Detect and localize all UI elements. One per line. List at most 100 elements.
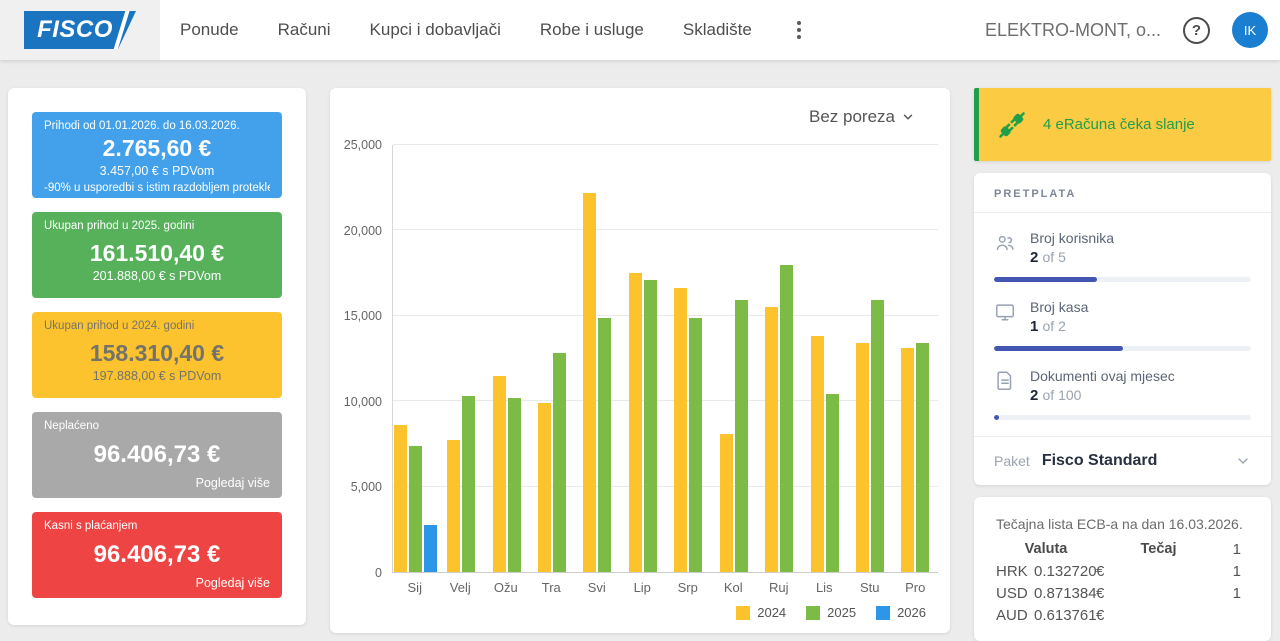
x-axis-label: Lis — [815, 580, 833, 595]
view-more-link[interactable]: Pogledaj više — [195, 576, 270, 590]
bar-2024-Ožu[interactable] — [492, 375, 506, 572]
tax-filter-dropdown[interactable]: Bez poreza — [809, 107, 915, 127]
logo-text: FISCO — [37, 16, 113, 43]
alert-text: 4 eRačuna čeka slanje — [1043, 116, 1195, 133]
y-axis-tick-label: 5,000 — [350, 480, 382, 495]
package-label: Paket — [994, 453, 1030, 469]
fx-unit: € — [1096, 607, 1105, 624]
bar-2025-Sij[interactable] — [409, 445, 423, 572]
bar-group-Kol — [711, 145, 756, 572]
column-header-currency: Valuta — [1024, 541, 1068, 557]
fx-rate: 0.871384 — [1034, 585, 1097, 602]
kpi-title: Prihodi od 01.01.2026. do 16.03.2026. — [44, 120, 240, 132]
chart-plot-wrap: Sij Velj Ožu Tra Svi Lip Srp Kol Ruj Lis Stu Pro 20… — [392, 144, 950, 620]
avatar[interactable]: IK — [1232, 12, 1268, 48]
kpi-subtitle: 3.457,00 € s PDVom — [99, 164, 215, 178]
logo-shape: FISCO — [24, 11, 136, 49]
kpi-title: Ukupan prihod u 2025. godini — [44, 220, 195, 232]
kpi-title: Ukupan prihod u 2024. godini — [44, 320, 195, 332]
x-axis-label: Lip — [633, 580, 651, 595]
bar-2024-Srp[interactable] — [674, 288, 688, 572]
legend-item-2025[interactable]: 2025 — [806, 605, 856, 620]
gridline — [393, 400, 938, 402]
bar-2025-Stu[interactable] — [870, 300, 884, 572]
bar-2025-Ruj[interactable] — [780, 264, 794, 572]
nav-item-racuni[interactable]: Računi — [277, 20, 331, 39]
package-selector[interactable]: Paket Fisco Standard — [974, 436, 1271, 485]
bar-2024-Velj[interactable] — [447, 440, 461, 572]
bar-2025-Tra[interactable] — [552, 353, 566, 572]
bar-2024-Lip[interactable] — [628, 273, 642, 572]
chart-x-axis: Sij Velj Ožu Tra Svi Lip Srp Kol Ruj Lis Stu Pro — [392, 580, 938, 595]
main-nav: Ponude Računi Kupci i dobavljači Robe i … — [180, 17, 807, 43]
x-axis-label: Kol — [723, 580, 743, 595]
fx-unit: € — [1096, 585, 1105, 602]
bar-2025-Velj[interactable] — [462, 396, 476, 572]
bar-group-Srp — [666, 145, 711, 572]
bar-2024-Pro[interactable] — [901, 348, 915, 572]
y-axis-tick-label: 25,000 — [343, 138, 382, 152]
x-axis-label: Tra — [541, 580, 561, 595]
bar-2025-Kol[interactable] — [734, 300, 748, 572]
progress-track — [994, 415, 1251, 420]
einvoice-alert-banner[interactable]: 4 eRačuna čeka slanje — [974, 88, 1271, 161]
x-axis-label: Ožu — [493, 580, 518, 595]
app-logo[interactable]: FISCO — [0, 0, 160, 60]
bar-2025-Svi[interactable] — [598, 317, 612, 572]
legend-item-2026[interactable]: 2026 — [876, 605, 926, 620]
subscription-limit: of 100 — [1042, 387, 1082, 403]
bar-2025-Pro[interactable] — [916, 343, 930, 572]
exchange-rate-card: Tečajna lista ECB-a na dan 16.03.2026. V… — [974, 497, 1271, 641]
bar-2024-Sij[interactable] — [394, 425, 408, 572]
bar-2024-Tra[interactable] — [537, 402, 551, 572]
bar-2025-Ožu[interactable] — [507, 397, 521, 572]
bar-group-Ruj — [756, 145, 801, 572]
nav-item-ponude[interactable]: Ponude — [180, 20, 239, 39]
bar-group-Stu — [847, 145, 892, 572]
y-axis-tick-label: 20,000 — [343, 223, 382, 238]
progress-track — [994, 277, 1251, 282]
nav-item-robe-i-usluge[interactable]: Robe i usluge — [539, 20, 644, 39]
bar-2024-Ruj[interactable] — [765, 307, 779, 572]
fx-currency-code: USD — [996, 585, 1028, 602]
bar-2026-Sij[interactable] — [424, 524, 438, 572]
bar-2024-Lis[interactable] — [810, 336, 824, 572]
view-more-link[interactable]: Pogledaj više — [195, 476, 270, 490]
more-menu-icon[interactable] — [791, 17, 807, 43]
fx-rate: 0.613761 — [1034, 607, 1097, 624]
kpi-value: 96.406,73 € — [93, 441, 221, 468]
bar-2024-Svi[interactable] — [583, 192, 597, 572]
progress-fill — [994, 415, 1000, 420]
document-icon — [994, 370, 1016, 404]
bar-2024-Kol[interactable] — [719, 433, 733, 572]
fx-qty: 1 — [1232, 541, 1241, 558]
kpi-title: Neplaćeno — [44, 420, 99, 432]
legend-swatch — [806, 605, 821, 620]
subscription-item-label: Broj kasa — [1030, 299, 1089, 315]
bar-2025-Lip[interactable] — [643, 279, 657, 572]
nav-item-skladiste[interactable]: Skladište — [682, 20, 752, 39]
progress-fill — [994, 277, 1097, 282]
y-axis-tick-label: 0 — [375, 566, 382, 580]
legend-label: 2026 — [897, 605, 926, 620]
fx-qty: 1 — [1232, 563, 1241, 580]
right-panel: 4 eRačuna čeka slanje PRETPLATA Broj kor… — [974, 88, 1271, 641]
bar-2024-Stu[interactable] — [855, 343, 869, 572]
bar-2025-Lis[interactable] — [825, 394, 839, 572]
fx-rate: 0.132720 — [1034, 563, 1097, 580]
nav-item-kupci-i-dobavljaci[interactable]: Kupci i dobavljači — [369, 20, 501, 39]
column-header-rate: Tečaj — [1140, 541, 1177, 557]
subscription-item-documents: Dokumenti ovaj mjesec 2 of 100 — [974, 351, 1271, 420]
x-axis-label: Velj — [449, 580, 471, 595]
bar-group-Sij — [393, 145, 438, 572]
bar-group-Velj — [438, 145, 483, 572]
help-icon[interactable]: ? — [1183, 16, 1210, 44]
subscription-used-count: 1 — [1030, 318, 1039, 335]
legend-item-2024[interactable]: 2024 — [736, 605, 786, 620]
company-name[interactable]: ELEKTRO-MONT, o... — [984, 19, 1161, 40]
bar-group-Svi — [575, 145, 620, 572]
bar-2025-Srp[interactable] — [689, 317, 703, 572]
subscription-item-label: Dokumenti ovaj mjesec — [1030, 368, 1175, 384]
app-header: FISCO Ponude Računi Kupci i dobavljači R… — [0, 0, 1280, 60]
chart-plot — [392, 144, 938, 573]
